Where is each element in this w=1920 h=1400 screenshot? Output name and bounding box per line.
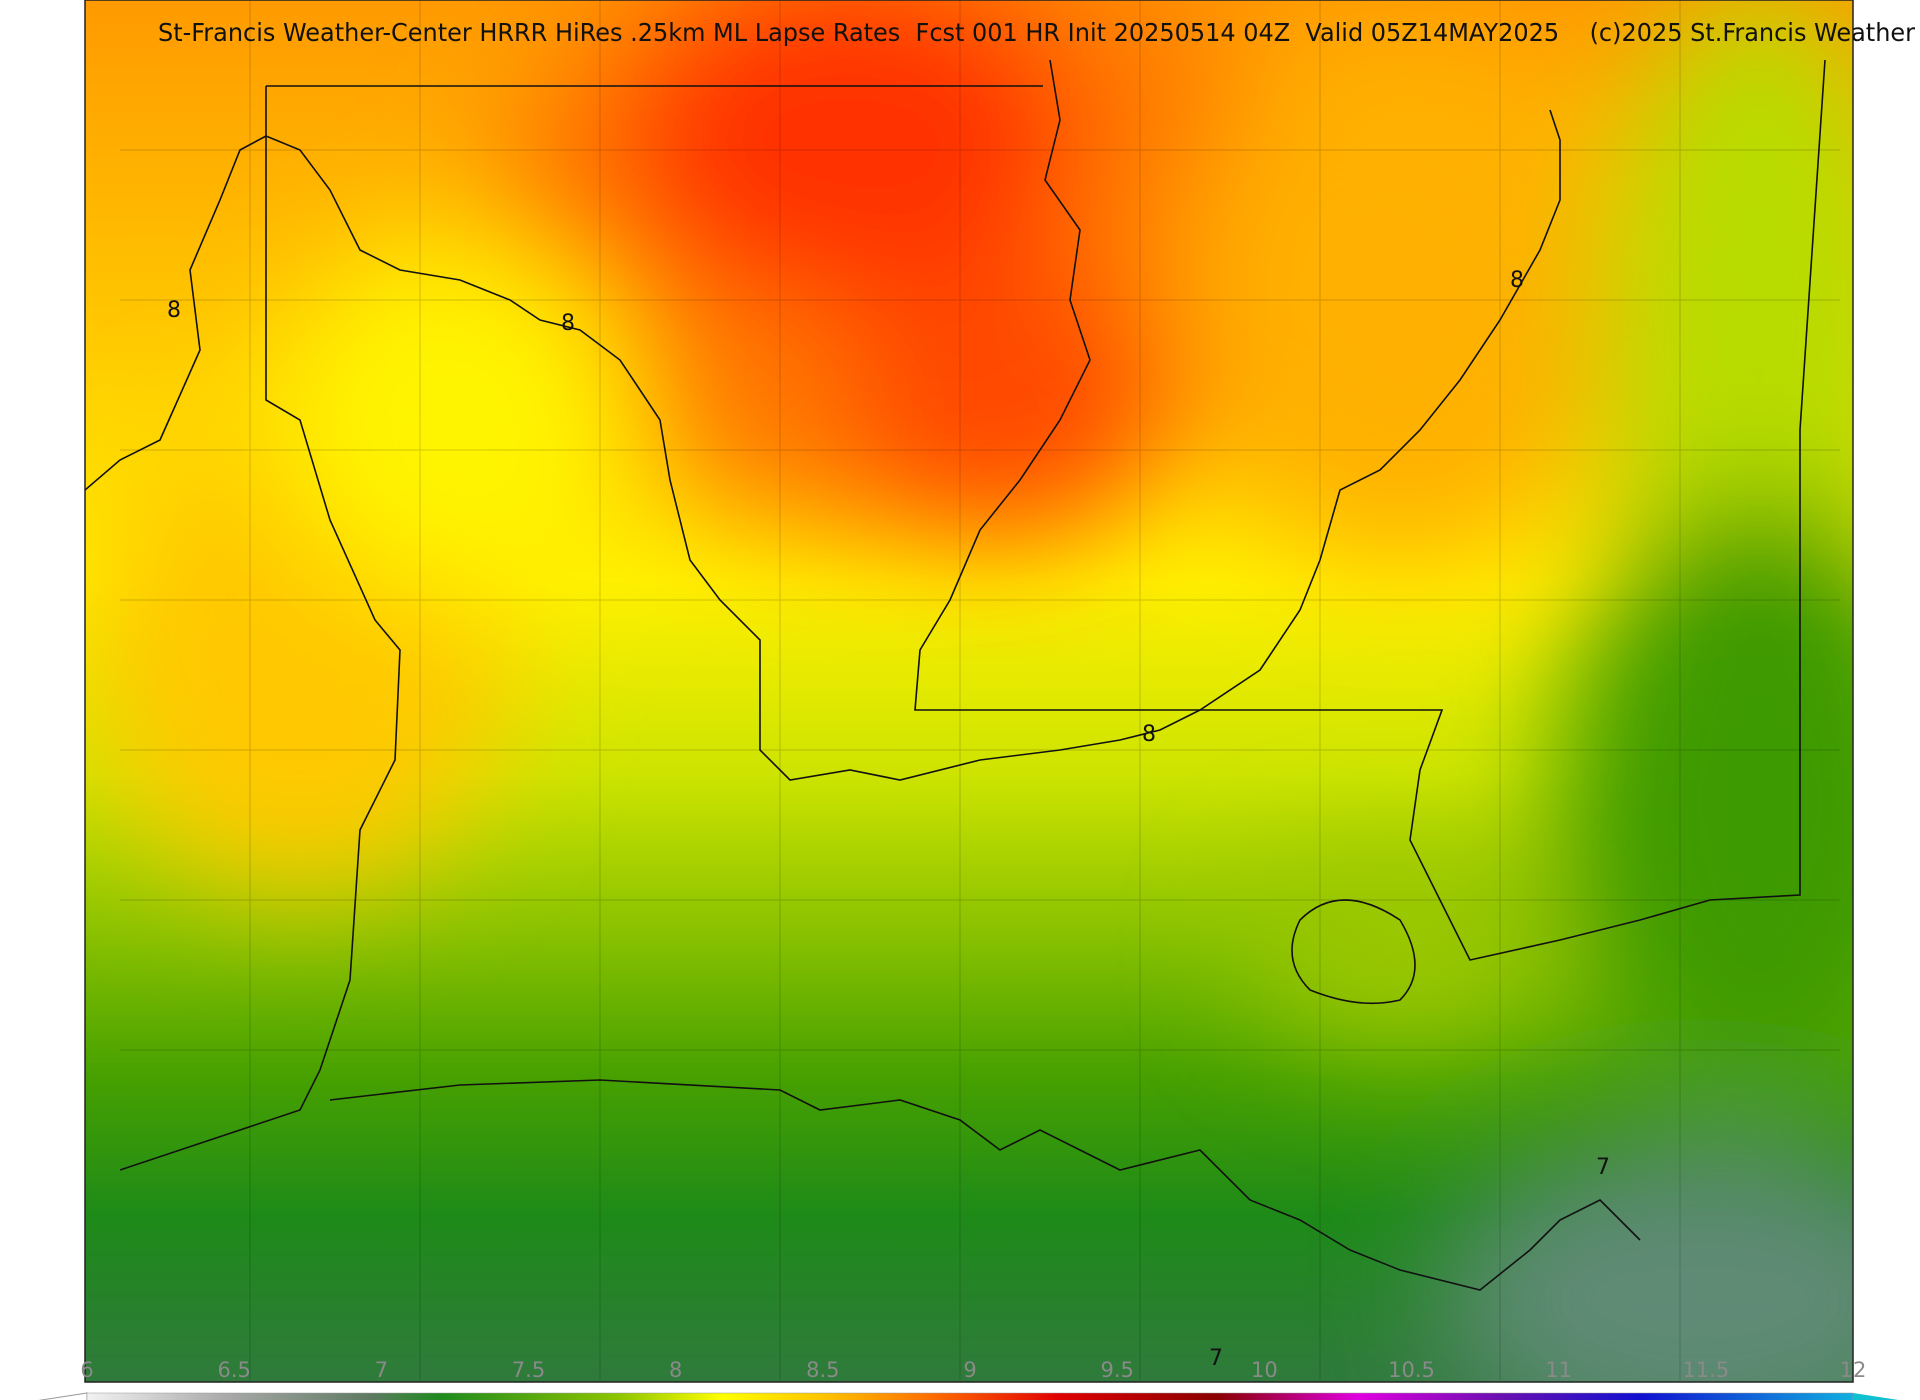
colorbar-tick-label: 11.5	[1682, 1358, 1729, 1382]
colorbar-tick-label: 10.5	[1388, 1358, 1435, 1382]
contour-label: 7	[1596, 1155, 1610, 1180]
map-field	[85, 0, 1853, 1382]
colorbar-tick-label: 11	[1545, 1358, 1572, 1382]
contour-label: 8	[561, 311, 575, 336]
map-frame	[84, 0, 1854, 1383]
contour-label: 8	[1510, 268, 1524, 293]
colorbar-tick-label: 8.5	[806, 1358, 839, 1382]
colorbar-tick-label: 10	[1251, 1358, 1278, 1382]
colorbar-tick-label: 9.5	[1100, 1358, 1133, 1382]
colorbar-ticks: 6 6.5 7 7.5 8 8.5 9 9.5 10 10.5 11 11.5 12	[80, 1358, 1866, 1382]
colorbar-tick-label: 9	[963, 1358, 976, 1382]
contour-label: 8	[1142, 722, 1156, 747]
colorbar-right-arrow	[1853, 1393, 1899, 1400]
contour-labels: 8 8 8 8 7 7	[167, 268, 1610, 1371]
colorbar-tick-label: 7.5	[512, 1358, 545, 1382]
colorbar-tick-label: 12	[1840, 1358, 1867, 1382]
colorbar-tick-label: 8	[669, 1358, 682, 1382]
contour-label: 7	[1209, 1346, 1223, 1371]
contour-label: 8	[167, 298, 181, 323]
map-title: St-Francis Weather-Center HRRR HiRes .25…	[158, 18, 1916, 47]
colorbar-tick-label: 7	[375, 1358, 388, 1382]
colorbar-tick-label: 6	[80, 1358, 93, 1382]
colorbar-tick-label: 6.5	[217, 1358, 250, 1382]
colorbar-left-arrow	[38, 1392, 88, 1400]
colorbar	[86, 1392, 1854, 1400]
